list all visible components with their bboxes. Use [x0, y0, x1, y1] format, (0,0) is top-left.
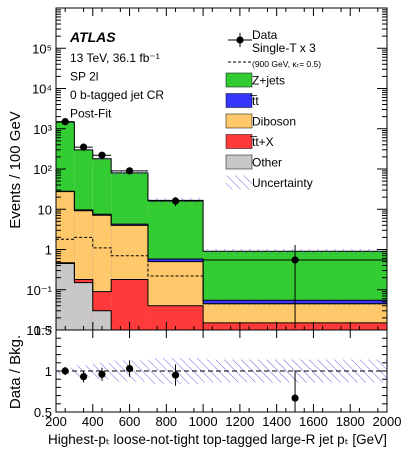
x-tick-label: 600: [119, 414, 141, 429]
legend-label: Uncertainty: [252, 176, 313, 190]
ratio-y-tick-label: 0.5: [34, 405, 52, 420]
legend-label: Other: [252, 156, 282, 170]
y-tick-label: 1: [45, 243, 52, 258]
legend-swatch: [225, 72, 253, 88]
legend-label: t̅t+X: [250, 135, 274, 149]
legend-swatch: [225, 113, 253, 129]
legend-label-signal-sub: (900 GeV, κₜ= 0.5): [252, 59, 321, 69]
y-tick-label: 10²: [33, 162, 52, 177]
ratio-point: [171, 371, 180, 379]
ratio-y-tick-label: 1: [45, 364, 52, 379]
data-point: [125, 167, 134, 175]
data-point: [79, 143, 88, 151]
uncertainty-band: [92, 157, 112, 161]
ratio-point: [79, 373, 88, 381]
x-tick-label: 1400: [262, 414, 291, 429]
ratio-y-axis-label: Data / Bkg.: [7, 335, 24, 409]
x-tick-label: 1200: [225, 414, 254, 429]
y-tick-label: 10: [38, 202, 52, 217]
top-panel-content: [56, 118, 387, 330]
x-tick-label: 400: [82, 414, 104, 429]
x-axis-label: Highest-pₜ loose-not-tight top-tagged la…: [48, 432, 387, 447]
data-point: [98, 151, 106, 159]
stack-bar-ttx: [147, 305, 204, 330]
stack-bar-other: [56, 263, 75, 330]
y-tick-label: 10⁵: [32, 41, 52, 56]
legend-label-data: Data: [252, 28, 278, 42]
ratio-point: [291, 394, 299, 402]
annotation-0: 13 TeV, 36.1 fb⁻¹: [70, 51, 160, 65]
y-tick-label: 10⁻²: [26, 323, 52, 338]
ratio-point: [98, 370, 106, 378]
stack-outline: [56, 262, 387, 330]
legend-label: t̅t: [250, 94, 260, 108]
x-tick-label: 1600: [299, 414, 328, 429]
legend-data-marker: [236, 36, 244, 44]
data-point: [61, 118, 69, 126]
stack-outline: [56, 190, 387, 330]
ratio-y-tick-label: 1.5: [34, 323, 52, 338]
y-tick-label: 10³: [33, 122, 52, 137]
signal-line: [56, 236, 387, 305]
legend-uncertainty-swatch: [226, 175, 252, 190]
legend-label: Z+jets: [252, 74, 285, 88]
annotation-1: SP 2l: [70, 70, 98, 84]
stack-bar-other: [74, 282, 93, 330]
data-point: [291, 256, 299, 264]
experiment-label: ATLAS: [69, 29, 116, 45]
x-tick-label: 1800: [336, 414, 365, 429]
x-tick-label: 800: [155, 414, 177, 429]
ratio-point: [125, 364, 134, 373]
x-tick-label: 200: [45, 414, 67, 429]
y-tick-label: 10⁻¹: [26, 283, 52, 298]
legend-label: Diboson: [252, 115, 296, 129]
stack-bar-ttx: [111, 279, 148, 330]
annotation-3: Post-Fit: [70, 107, 112, 121]
y-axis-label: Events / 100 GeV: [7, 111, 24, 229]
legend-label-signal: Single-T x 3: [252, 41, 316, 55]
x-tick-label: 2000: [373, 414, 402, 429]
y-tick-label: 10⁴: [32, 82, 52, 97]
annotation-2: 0 b-tagged jet CR: [70, 88, 164, 102]
legend-swatch: [225, 134, 253, 149]
legend-swatch: [225, 154, 253, 170]
stack-outline: [56, 262, 387, 330]
legend-swatch: [225, 93, 253, 108]
stack-outline: [56, 121, 387, 330]
stack-bar-other: [92, 310, 112, 330]
data-point: [171, 197, 180, 205]
x-tick-label: 1000: [189, 414, 218, 429]
